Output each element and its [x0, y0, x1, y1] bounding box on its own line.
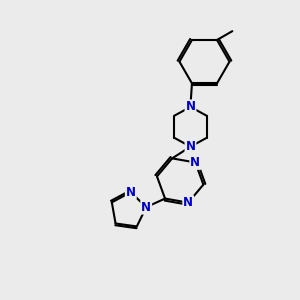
Text: N: N [183, 196, 193, 209]
Text: N: N [190, 156, 200, 169]
Text: N: N [185, 140, 196, 153]
Text: N: N [141, 201, 151, 214]
Text: N: N [126, 186, 136, 199]
Text: N: N [185, 100, 196, 113]
